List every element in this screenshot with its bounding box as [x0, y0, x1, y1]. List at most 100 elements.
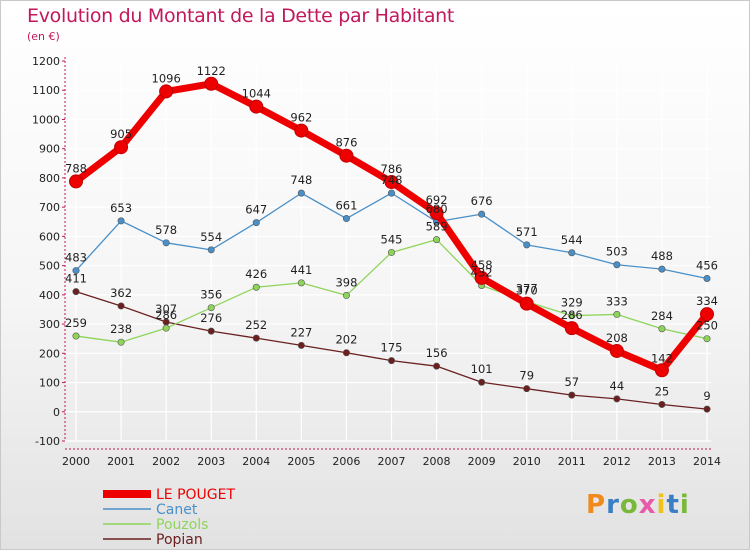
- data-label: 554: [200, 230, 222, 244]
- data-point: [613, 261, 621, 269]
- y-tick-label: 1100: [32, 84, 60, 97]
- legend-label: Canet: [156, 502, 198, 518]
- data-label: 284: [651, 309, 673, 323]
- data-point: [387, 248, 395, 256]
- data-label: 329: [561, 296, 583, 310]
- data-label: 238: [110, 322, 132, 336]
- x-tick-label: 2014: [693, 455, 721, 468]
- y-tick-label: 200: [39, 347, 60, 360]
- y-tick-label: 800: [39, 172, 60, 185]
- data-label: 79: [519, 369, 534, 383]
- data-label: 156: [426, 346, 448, 360]
- data-label: 692: [426, 193, 448, 207]
- data-point: [342, 349, 350, 357]
- data-label: 307: [155, 302, 177, 316]
- data-label: 259: [65, 316, 87, 330]
- data-point: [523, 385, 531, 393]
- data-point: [700, 307, 714, 322]
- data-point: [613, 310, 621, 318]
- data-point: [117, 338, 125, 346]
- y-tick-label: -100: [35, 435, 60, 448]
- data-label: 25: [655, 384, 670, 398]
- data-label: 356: [200, 288, 222, 302]
- data-label: 456: [696, 258, 718, 272]
- x-tick-label: 2009: [468, 455, 496, 468]
- data-point: [568, 391, 576, 399]
- x-tick-label: 2006: [332, 455, 360, 468]
- data-point: [207, 327, 215, 335]
- y-tick-label: 500: [39, 260, 60, 273]
- data-label: 362: [110, 286, 132, 300]
- y-tick-label: 0: [53, 406, 60, 419]
- data-point: [252, 219, 260, 227]
- data-point: [117, 302, 125, 310]
- data-point: [564, 321, 579, 336]
- data-label: 876: [335, 136, 357, 150]
- data-label: 276: [200, 311, 222, 325]
- data-point: [568, 249, 576, 257]
- x-tick-label: 2011: [558, 455, 586, 468]
- data-point: [339, 148, 354, 163]
- data-label: 661: [335, 199, 357, 213]
- data-point: [613, 395, 621, 403]
- data-point: [342, 215, 350, 223]
- data-point: [114, 140, 129, 155]
- data-point: [387, 189, 395, 197]
- data-label: 441: [290, 263, 312, 277]
- data-label: 544: [561, 233, 583, 247]
- data-label: 426: [245, 267, 267, 281]
- data-label: 458: [471, 258, 493, 272]
- data-point: [162, 239, 170, 247]
- data-point: [519, 296, 534, 311]
- x-tick-label: 2001: [107, 455, 135, 468]
- data-label: 788: [65, 161, 87, 175]
- data-label: 748: [290, 173, 312, 187]
- data-point: [387, 357, 395, 365]
- data-label: 786: [381, 162, 403, 176]
- data-label: 57: [564, 375, 579, 389]
- data-label: 962: [290, 111, 312, 125]
- data-point: [69, 174, 83, 189]
- x-tick-label: 2004: [242, 455, 270, 468]
- x-tick-label: 2010: [513, 455, 541, 468]
- x-tick-label: 2012: [603, 455, 631, 468]
- data-label: 653: [110, 201, 132, 215]
- y-tick-label: 900: [39, 143, 60, 156]
- x-tick-label: 2007: [378, 455, 406, 468]
- data-label: 142: [651, 351, 673, 365]
- data-label: 9: [703, 389, 710, 403]
- y-tick-label: 400: [39, 289, 60, 302]
- data-label: 227: [290, 325, 312, 339]
- data-point: [433, 362, 441, 370]
- data-point: [72, 267, 80, 275]
- data-point: [384, 175, 399, 190]
- data-label: 545: [381, 232, 403, 246]
- legend-label: Popian: [156, 532, 203, 548]
- data-label: 676: [471, 194, 493, 208]
- data-point: [297, 279, 305, 287]
- data-label: 1096: [152, 71, 181, 85]
- data-label: 202: [335, 333, 357, 347]
- y-tick-label: 700: [39, 201, 60, 214]
- data-label: 398: [335, 275, 357, 289]
- x-tick-label: 2008: [423, 455, 451, 468]
- data-label: 905: [110, 127, 132, 141]
- data-point: [478, 210, 486, 218]
- data-label: 334: [696, 294, 718, 308]
- data-point: [342, 291, 350, 299]
- data-point: [204, 76, 219, 91]
- data-point: [72, 288, 80, 296]
- data-point: [703, 335, 711, 343]
- y-tick-label: 1000: [32, 113, 60, 126]
- data-label: 748: [381, 173, 403, 187]
- legend-label: Pouzols: [156, 517, 208, 533]
- data-point: [658, 265, 666, 273]
- data-point: [249, 99, 264, 114]
- data-point: [72, 332, 80, 340]
- y-tick-label: 300: [39, 318, 60, 331]
- data-label: 208: [606, 331, 628, 345]
- data-point: [658, 325, 666, 333]
- data-label: 589: [426, 220, 448, 234]
